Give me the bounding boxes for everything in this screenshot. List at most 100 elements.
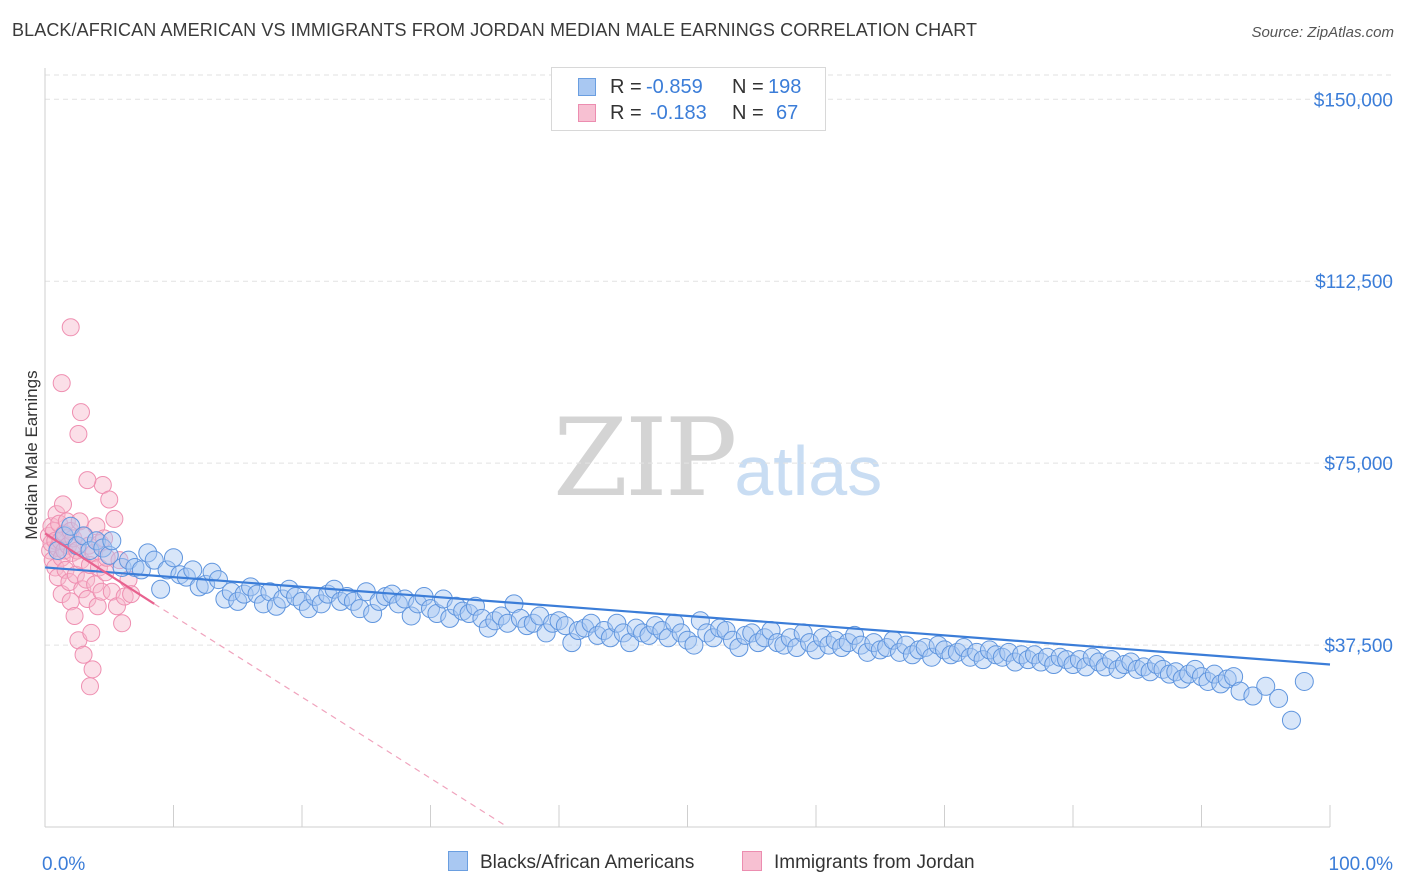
bottom-legend-swatch-blue xyxy=(448,851,468,871)
black-point xyxy=(716,621,736,641)
black-point xyxy=(266,596,286,616)
black-point xyxy=(465,596,485,616)
jordan-point xyxy=(74,645,93,664)
black-point xyxy=(555,616,575,636)
black-trend-line xyxy=(44,566,1331,666)
black-point xyxy=(607,613,627,633)
y-tick-label: $150,000 xyxy=(1314,90,1393,111)
y-tick-label: $112,500 xyxy=(1315,272,1393,293)
trend-lines xyxy=(44,532,1331,828)
black-point xyxy=(151,579,171,599)
axes xyxy=(44,68,1331,828)
black-point xyxy=(742,623,762,643)
y-tick-label: $37,500 xyxy=(1324,636,1393,657)
black-point xyxy=(658,628,678,648)
black-point xyxy=(973,650,993,670)
tick-labels: $37,500 $75,000 $112,500 $150,000 0.0% 100.0% xyxy=(42,90,1393,875)
legend-swatch-pink xyxy=(578,104,596,122)
bottom-legend-black: Blacks/African Americans xyxy=(448,851,694,874)
black-point xyxy=(119,550,139,570)
black-point xyxy=(286,587,306,607)
legend-r-label: R = xyxy=(610,76,642,98)
black-point xyxy=(549,611,569,631)
black-point xyxy=(600,628,620,648)
black-point xyxy=(1102,650,1122,670)
bottom-legend-label-black: Blacks/African Americans xyxy=(480,852,695,873)
black-point xyxy=(228,591,248,611)
jordan-point xyxy=(113,614,132,633)
jordan-point xyxy=(83,660,102,679)
legend-r-value: -0.859 xyxy=(646,76,703,98)
black-point xyxy=(845,625,865,645)
black-point xyxy=(729,637,749,657)
black-point xyxy=(748,633,768,653)
black-point xyxy=(806,640,826,660)
jordan-point xyxy=(78,589,97,608)
black-point xyxy=(1076,657,1096,677)
black-point xyxy=(864,633,884,653)
black-point xyxy=(722,630,742,650)
black-point xyxy=(1281,710,1301,730)
black-point xyxy=(61,516,81,536)
x-tick-label-min: 0.0% xyxy=(42,854,85,875)
black-point xyxy=(1269,688,1289,708)
black-point xyxy=(800,633,820,653)
black-point xyxy=(311,594,331,614)
jordan-point xyxy=(86,575,105,594)
black-point xyxy=(86,531,106,551)
black-point xyxy=(292,591,312,611)
black-point xyxy=(491,606,511,626)
black-point xyxy=(478,618,498,638)
black-point xyxy=(928,635,948,655)
jordan-point xyxy=(65,606,84,625)
black-point xyxy=(350,599,370,619)
black-point xyxy=(1147,654,1167,674)
black-point xyxy=(138,543,158,563)
black-point xyxy=(144,550,164,570)
black-point xyxy=(298,599,318,619)
legend-r-value: -0.183 xyxy=(650,102,707,124)
jordan-point xyxy=(88,597,107,616)
grid-lines xyxy=(45,74,1395,646)
black-point xyxy=(1224,667,1244,687)
black-point xyxy=(536,623,556,643)
series-jordan-points xyxy=(39,318,141,696)
series-black-points xyxy=(48,516,1314,730)
black-point xyxy=(639,625,659,645)
black-point xyxy=(947,642,967,662)
black-point xyxy=(896,635,916,655)
black-point xyxy=(620,633,640,653)
black-point xyxy=(183,560,203,580)
black-point xyxy=(678,630,697,650)
black-point xyxy=(157,560,177,580)
black-point xyxy=(363,604,383,624)
black-point xyxy=(421,599,440,619)
black-point xyxy=(427,604,447,624)
bottom-legend-jordan: Immigrants from Jordan xyxy=(742,851,975,874)
black-point xyxy=(74,526,94,546)
black-point xyxy=(510,608,530,628)
black-point xyxy=(1256,676,1276,696)
black-point xyxy=(343,591,363,611)
black-point xyxy=(523,613,543,633)
black-point xyxy=(684,635,704,655)
bottom-legend-label-jordan: Immigrants from Jordan xyxy=(774,852,975,873)
bottom-legend-swatch-pink xyxy=(742,851,762,871)
black-point xyxy=(1185,659,1205,679)
jordan-trend-extension xyxy=(153,603,508,828)
black-point xyxy=(1294,671,1314,691)
black-point xyxy=(1204,664,1224,684)
jordan-point xyxy=(70,512,89,531)
black-point xyxy=(102,531,122,551)
legend-n-label: N = xyxy=(732,76,764,98)
black-point xyxy=(954,637,974,657)
black-point xyxy=(1243,686,1263,706)
correlation-legend: R = -0.859 N = 198 R = -0.183 N = 67 xyxy=(551,67,826,131)
watermark-atlas: atlas xyxy=(734,432,883,510)
black-point xyxy=(1044,654,1064,674)
black-point xyxy=(1082,647,1102,667)
jordan-point xyxy=(105,509,124,528)
black-point xyxy=(164,548,183,568)
black-point xyxy=(780,628,800,648)
